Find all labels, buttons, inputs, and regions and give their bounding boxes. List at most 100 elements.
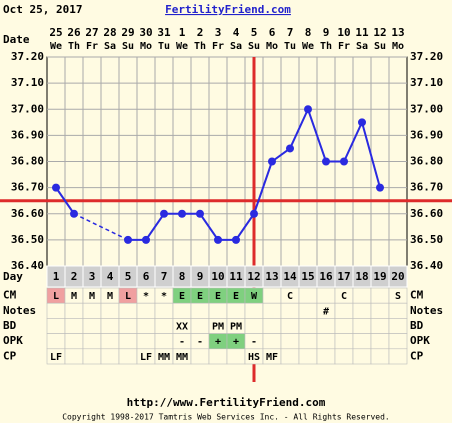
y-tick-label-right: 37.10	[410, 76, 443, 89]
row-label-right: CM	[410, 289, 424, 302]
temperature-line	[55, 187, 75, 215]
cell	[64, 302, 84, 319]
cell-text: +	[233, 337, 239, 348]
cell	[262, 318, 282, 334]
date-label: 28	[103, 26, 116, 39]
cell	[388, 318, 408, 334]
cell	[262, 287, 282, 304]
date-label: 12	[373, 26, 386, 39]
cell	[172, 302, 192, 319]
weekday-label: Th	[320, 41, 332, 52]
footer-url[interactable]: http://www.FertilityFriend.com	[127, 396, 326, 409]
cell	[244, 302, 264, 319]
row-label: CM	[3, 289, 17, 302]
cell	[244, 318, 264, 334]
row-label-right: OPK	[410, 334, 430, 347]
temperature-point	[196, 209, 204, 218]
cell	[280, 348, 300, 365]
cell	[154, 333, 174, 350]
date-label: 6	[269, 26, 276, 39]
cell	[46, 318, 66, 334]
day-number: 3	[89, 270, 96, 283]
day-number: 6	[143, 270, 150, 283]
date-label: 5	[251, 26, 258, 39]
weekday-label: Fr	[86, 41, 98, 52]
cell	[280, 333, 300, 350]
date-label: 31	[157, 26, 171, 39]
y-tick-label: 37.20	[11, 50, 44, 63]
cell-text: M	[71, 291, 77, 302]
cell-text: S	[395, 291, 401, 302]
weekday-label: Tu	[158, 41, 170, 52]
cell-text: *	[143, 291, 149, 302]
cell-text: -	[197, 337, 203, 348]
date-label: 25	[49, 26, 62, 39]
cell	[388, 333, 408, 350]
cell-text: LF	[50, 352, 62, 363]
temperature-point	[52, 183, 60, 192]
cell	[82, 348, 102, 365]
y-tick-label: 37.10	[11, 76, 44, 89]
cell	[64, 333, 84, 350]
cell	[136, 318, 156, 334]
weekday-label: Sa	[104, 41, 116, 52]
row-label-right: CP	[410, 349, 424, 362]
cell-text: W	[251, 291, 258, 302]
cell	[298, 302, 318, 319]
y-tick-label: 36.40	[11, 259, 44, 272]
y-tick-label: 36.50	[11, 233, 44, 246]
cell	[64, 318, 84, 334]
cell-text: #	[323, 306, 329, 317]
temperature-point	[142, 235, 150, 244]
cell	[100, 348, 120, 365]
cell	[118, 302, 138, 319]
cell	[370, 287, 390, 304]
cell-text: L	[53, 291, 59, 302]
temperature-point	[322, 157, 330, 166]
y-tick-label: 36.80	[11, 155, 44, 168]
weekday-label: We	[302, 41, 314, 52]
day-number: 17	[337, 270, 350, 283]
day-number: 10	[211, 270, 224, 283]
day-number: 9	[197, 270, 204, 283]
cell-text: C	[287, 291, 293, 302]
cell	[388, 348, 408, 365]
date-label: 30	[139, 26, 152, 39]
cell	[208, 302, 228, 319]
cell-text: +	[215, 337, 221, 348]
cell	[226, 348, 246, 365]
row-label-right: BD	[410, 319, 424, 332]
temperature-point	[376, 183, 384, 192]
day-number: 2	[71, 270, 78, 283]
cell	[370, 348, 390, 365]
cell	[334, 318, 354, 334]
cell	[118, 318, 138, 334]
temperature-point	[232, 235, 240, 244]
cell	[118, 348, 138, 365]
date-label: 7	[287, 26, 294, 39]
weekday-label: We	[176, 41, 188, 52]
cell	[82, 333, 102, 350]
weekday-label: Sa	[230, 41, 242, 52]
cell	[316, 287, 336, 304]
day-number: 16	[319, 270, 333, 283]
cell	[334, 302, 354, 319]
cell-text: E	[197, 291, 203, 302]
cell	[118, 333, 138, 350]
temperature-point	[178, 209, 186, 218]
cell	[190, 348, 210, 365]
cell-text: MF	[266, 352, 278, 363]
cell	[298, 333, 318, 350]
weekday-label: We	[50, 41, 62, 52]
y-tick-label-right: 36.80	[410, 155, 443, 168]
site-link[interactable]: FertilityFriend.com	[165, 3, 291, 16]
cell-text: LF	[140, 352, 152, 363]
cell-text: MM	[176, 352, 188, 363]
cell-text: C	[341, 291, 347, 302]
cell	[190, 302, 210, 319]
day-number: 19	[373, 270, 386, 283]
day-number: 4	[107, 270, 114, 283]
day-number: 12	[247, 270, 260, 283]
y-tick-label-right: 36.40	[410, 259, 443, 272]
